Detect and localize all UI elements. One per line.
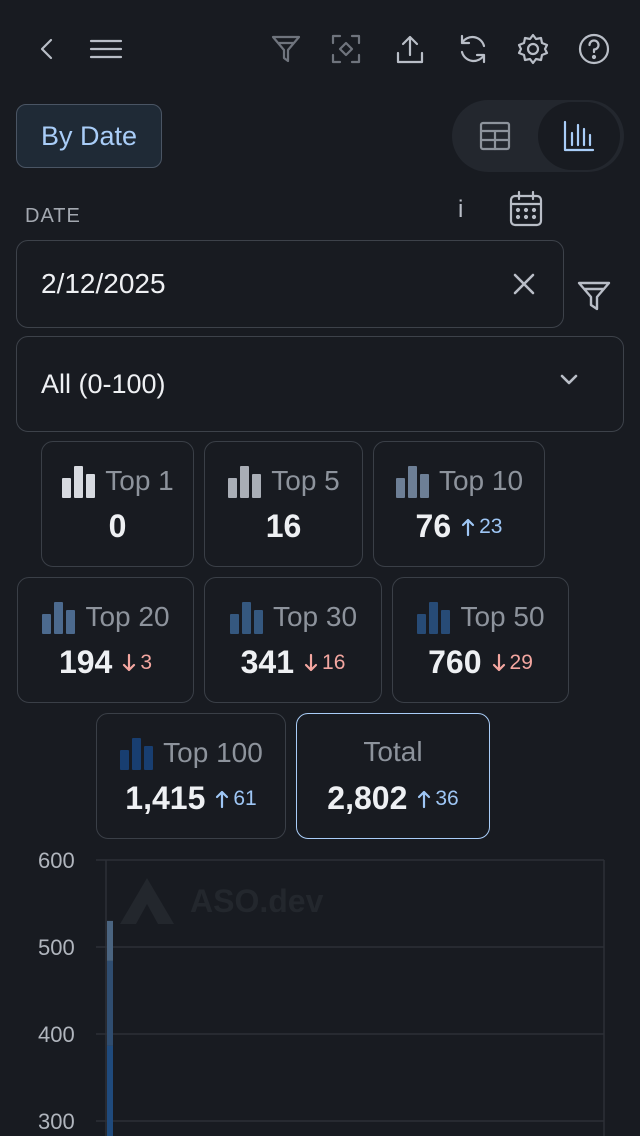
stat-card-top-5[interactable]: Top 5 16 xyxy=(204,441,363,567)
rank-range-select[interactable]: All (0-100) xyxy=(16,336,624,432)
stat-card-value: 194 xyxy=(58,644,113,680)
stat-card-header: Top 100 xyxy=(97,736,285,770)
stat-card-label: Top 10 xyxy=(438,465,524,496)
stat-card-header: Top 5 xyxy=(205,464,362,498)
bar-chart-icon xyxy=(62,466,96,498)
arrow-down-icon xyxy=(304,653,318,672)
stat-card-value: 16 xyxy=(265,508,302,544)
stat-card-label: Total xyxy=(363,736,423,767)
stat-card-value: 76 xyxy=(415,508,452,544)
stat-card-label: Top 30 xyxy=(272,601,358,632)
arrow-up-icon xyxy=(418,790,431,809)
chart-bar xyxy=(107,920,113,1136)
stat-card-label: Top 100 xyxy=(163,737,263,768)
delta-up: 61 xyxy=(215,787,257,811)
date-input[interactable]: 2/12/2025 xyxy=(16,240,564,328)
stat-card-value: 341 xyxy=(240,644,295,680)
date-label: DATE xyxy=(25,205,81,227)
delta-value: 16 xyxy=(322,651,346,674)
bar-chart-icon xyxy=(228,466,262,498)
rank-range-value: All (0-100) xyxy=(41,368,166,399)
stat-card-value: 0 xyxy=(108,508,127,544)
aso-watermark: ASO.dev xyxy=(118,876,323,926)
info-icon[interactable]: i xyxy=(458,196,464,223)
delta-value: 3 xyxy=(140,651,153,674)
stat-card-value: 760 xyxy=(428,644,482,680)
view-toggle xyxy=(452,100,624,172)
stat-card-label: Top 1 xyxy=(105,465,174,496)
date-filter-icon[interactable] xyxy=(576,278,612,314)
help-icon[interactable] xyxy=(577,32,611,66)
focus-icon[interactable] xyxy=(329,32,363,66)
stat-card-value-row: 760 29 xyxy=(393,644,568,681)
table-view-button[interactable] xyxy=(452,100,538,172)
bar-chart-icon xyxy=(417,602,451,634)
chart-view-button[interactable] xyxy=(538,102,620,170)
stat-card-label: Top 50 xyxy=(460,601,545,632)
stat-card-header: Top 30 xyxy=(205,600,381,634)
arrow-up-icon xyxy=(216,790,229,809)
back-icon[interactable] xyxy=(30,32,64,66)
menu-icon[interactable] xyxy=(89,32,123,66)
clear-icon[interactable] xyxy=(509,269,539,299)
stat-card-header: Top 20 xyxy=(18,600,193,634)
stat-card-value-row: 76 23 xyxy=(374,508,544,545)
stat-card-label: Top 5 xyxy=(271,465,340,496)
stat-card-header: Top 10 xyxy=(374,464,544,498)
stat-card-value-row: 1,415 61 xyxy=(97,780,285,817)
bar-chart-icon xyxy=(229,602,263,634)
delta-value: 36 xyxy=(435,787,459,810)
delta-value: 61 xyxy=(233,787,257,810)
filter-icon[interactable] xyxy=(269,32,303,66)
stat-card-top-50[interactable]: Top 50 760 29 xyxy=(392,577,569,703)
refresh-icon[interactable] xyxy=(456,32,490,66)
settings-icon[interactable] xyxy=(516,32,550,66)
stat-card-top-1[interactable]: Top 1 0 xyxy=(41,441,194,567)
stat-card-value-row: 16 xyxy=(205,508,362,545)
delta-up: 36 xyxy=(417,787,459,811)
stat-card-value-row: 341 16 xyxy=(205,644,381,681)
by-date-button[interactable]: By Date xyxy=(16,104,162,168)
stat-card-value-row: 194 3 xyxy=(18,644,193,681)
stat-card-header: Total xyxy=(297,736,489,768)
arrow-up-icon xyxy=(462,518,475,537)
stat-card-total[interactable]: Total 2,802 36 xyxy=(296,713,490,839)
calendar-icon[interactable] xyxy=(508,190,544,228)
chevron-down-icon xyxy=(559,373,579,387)
delta-down: 16 xyxy=(304,651,345,675)
arrow-down-icon xyxy=(492,653,505,672)
delta-value: 23 xyxy=(479,515,503,538)
stat-card-value-row: 0 xyxy=(42,508,193,545)
stat-card-top-20[interactable]: Top 20 194 3 xyxy=(17,577,194,703)
bar-chart-icon xyxy=(42,602,76,634)
y-tick-label: 400 xyxy=(38,1022,75,1047)
delta-down: 3 xyxy=(122,651,152,675)
arrow-down-icon xyxy=(123,653,136,672)
stat-card-top-30[interactable]: Top 30 341 16 xyxy=(204,577,382,703)
share-icon[interactable] xyxy=(393,32,427,66)
stat-card-value: 2,802 xyxy=(327,780,408,816)
stat-card-top-10[interactable]: Top 10 76 23 xyxy=(373,441,545,567)
stat-card-value-row: 2,802 36 xyxy=(297,780,489,817)
y-tick-label: 600 xyxy=(38,848,75,873)
stat-card-header: Top 50 xyxy=(393,600,568,634)
y-tick-label: 500 xyxy=(38,935,75,960)
delta-up: 23 xyxy=(461,515,502,539)
stat-card-top-100[interactable]: Top 100 1,415 61 xyxy=(96,713,286,839)
delta-down: 29 xyxy=(492,651,533,675)
y-tick-label: 300 xyxy=(38,1109,75,1134)
delta-value: 29 xyxy=(509,651,533,674)
date-value: 2/12/2025 xyxy=(41,268,166,299)
bar-chart-icon xyxy=(395,466,429,498)
stat-card-value: 1,415 xyxy=(125,780,206,816)
bar-chart-icon xyxy=(120,738,154,770)
stat-card-header: Top 1 xyxy=(42,464,193,498)
stat-card-label: Top 20 xyxy=(85,601,170,632)
